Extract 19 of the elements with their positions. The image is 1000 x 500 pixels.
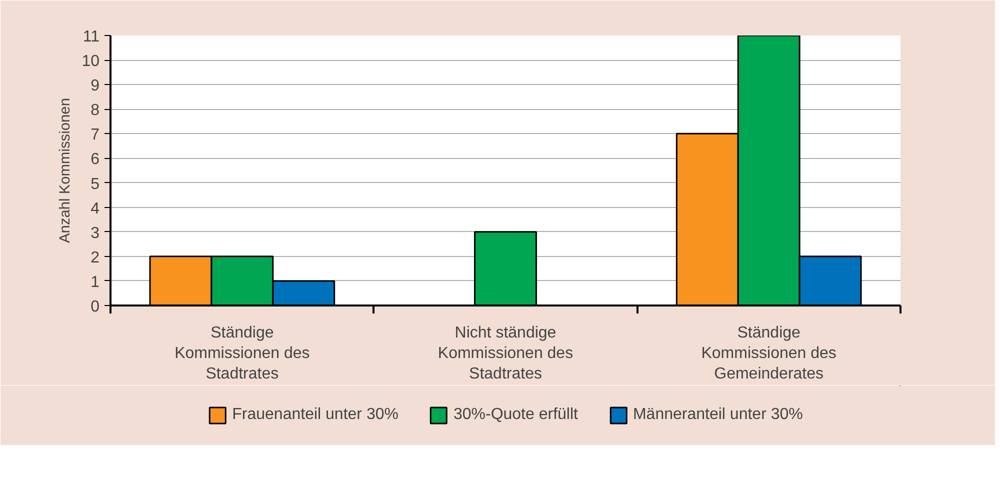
y-tick-label: 7 xyxy=(90,126,100,144)
y-tick-label: 10 xyxy=(82,53,100,70)
y-tick-label: 6 xyxy=(90,151,100,168)
y-tick-label: 4 xyxy=(90,200,100,218)
legend-label: 30%-Quote erfüllt xyxy=(453,406,578,424)
x-tick-label: Ständige Kommissionen des Stadtrates xyxy=(174,324,310,382)
y-tick-label: 2 xyxy=(90,249,100,266)
y-tick-label: 11 xyxy=(82,28,100,46)
x-tick-label: Nicht ständige Kommissionen des Stadtrates xyxy=(438,324,574,382)
y-tick-label: 0 xyxy=(90,298,100,316)
y-tick-label: 1 xyxy=(90,274,100,291)
y-axis-title: Anzahl Kommissionen xyxy=(58,98,74,243)
y-tick-label: 3 xyxy=(90,224,100,242)
y-tick-label: 8 xyxy=(90,102,100,120)
legend-label: Frauenanteil unter 30% xyxy=(232,406,398,424)
x-tick-label: Ständige Kommissionen des Gemeinderates xyxy=(701,324,836,382)
y-tick-label: 9 xyxy=(90,78,100,95)
y-tick-label: 5 xyxy=(90,176,100,193)
legend-label: Männeranteil unter 30% xyxy=(632,406,803,424)
